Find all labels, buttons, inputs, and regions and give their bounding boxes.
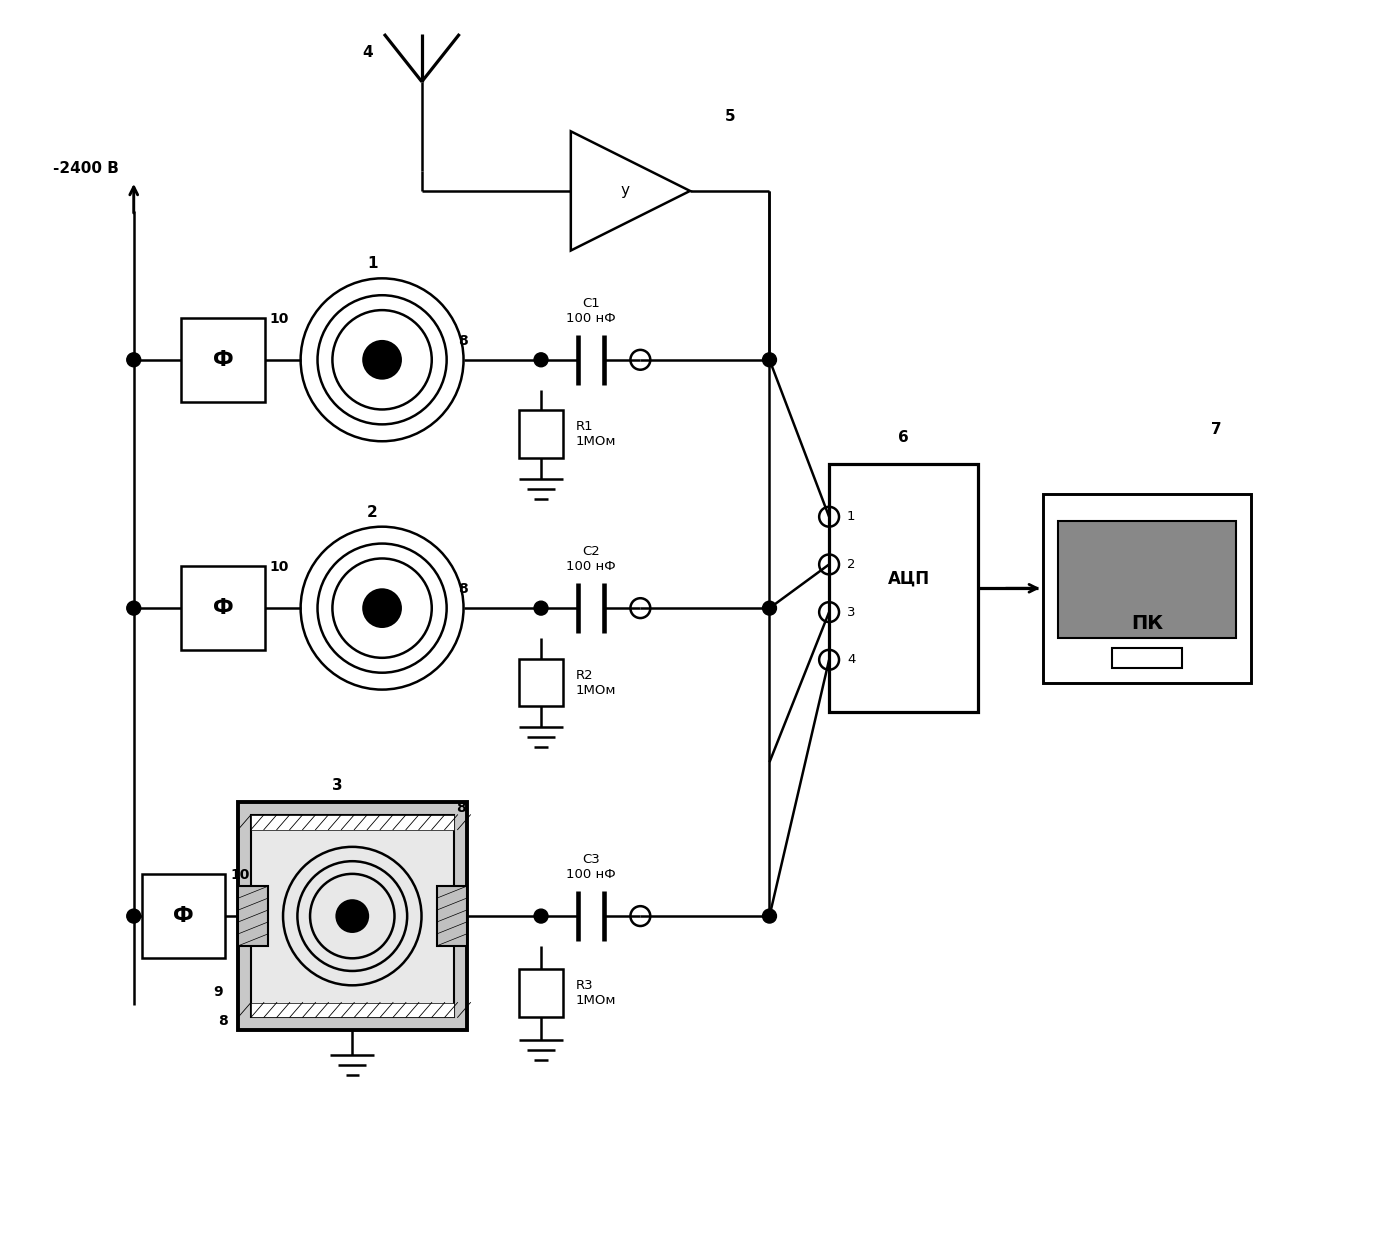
Bar — [519, 659, 564, 707]
Circle shape — [126, 910, 140, 923]
Text: Ф: Ф — [212, 350, 233, 370]
Text: 1: 1 — [368, 257, 378, 272]
Text: 7: 7 — [1212, 423, 1221, 438]
Circle shape — [762, 910, 776, 923]
Text: 3: 3 — [332, 777, 343, 793]
Text: у: у — [620, 184, 630, 199]
Circle shape — [126, 601, 140, 615]
Bar — [1058, 521, 1237, 638]
Bar — [251, 815, 454, 830]
Bar — [1042, 494, 1252, 683]
Text: Ф: Ф — [174, 906, 194, 926]
Text: 8: 8 — [218, 1014, 228, 1028]
Circle shape — [762, 601, 776, 615]
Text: 3: 3 — [847, 605, 855, 619]
Text: R3
1МОм: R3 1МОм — [576, 979, 616, 1008]
Text: 2: 2 — [847, 559, 855, 571]
Bar — [519, 410, 564, 458]
Text: C1
100 нФ: C1 100 нФ — [566, 297, 615, 325]
Text: АЦП: АЦП — [887, 570, 930, 587]
Circle shape — [534, 910, 548, 923]
Circle shape — [534, 352, 548, 367]
Bar — [251, 815, 454, 1018]
Bar — [829, 464, 979, 712]
Bar — [182, 566, 265, 650]
Circle shape — [336, 899, 369, 933]
Text: C2
100 нФ: C2 100 нФ — [566, 546, 615, 574]
Text: 8: 8 — [457, 801, 466, 815]
Text: ПК: ПК — [1131, 614, 1163, 633]
Text: C3
100 нФ: C3 100 нФ — [566, 853, 615, 882]
Polygon shape — [570, 131, 690, 250]
Text: 4: 4 — [847, 653, 855, 667]
Text: 9: 9 — [214, 985, 223, 999]
Circle shape — [762, 352, 776, 367]
Text: 10: 10 — [269, 560, 289, 575]
Text: 4: 4 — [362, 45, 372, 60]
Text: -2400 В: -2400 В — [53, 161, 119, 176]
Text: R2
1МОм: R2 1МОм — [576, 669, 616, 697]
Bar — [237, 801, 466, 1030]
Text: 6: 6 — [898, 430, 909, 445]
Circle shape — [362, 589, 403, 628]
Bar — [251, 1003, 454, 1018]
Circle shape — [126, 352, 140, 367]
Text: 5: 5 — [725, 109, 736, 125]
Bar — [142, 874, 225, 957]
Text: 8: 8 — [458, 582, 468, 596]
Text: 8: 8 — [458, 333, 468, 348]
Circle shape — [362, 340, 403, 380]
Text: 10: 10 — [269, 312, 289, 326]
Text: R1
1МОм: R1 1МОм — [576, 420, 616, 448]
Circle shape — [534, 601, 548, 615]
Text: 10: 10 — [230, 868, 250, 882]
Bar — [1112, 648, 1181, 668]
Bar — [437, 887, 466, 946]
Bar — [237, 887, 268, 946]
Text: 1: 1 — [847, 511, 855, 523]
Bar — [182, 318, 265, 401]
Text: Ф: Ф — [212, 598, 233, 618]
Bar — [519, 969, 564, 1016]
Text: 2: 2 — [368, 504, 378, 520]
